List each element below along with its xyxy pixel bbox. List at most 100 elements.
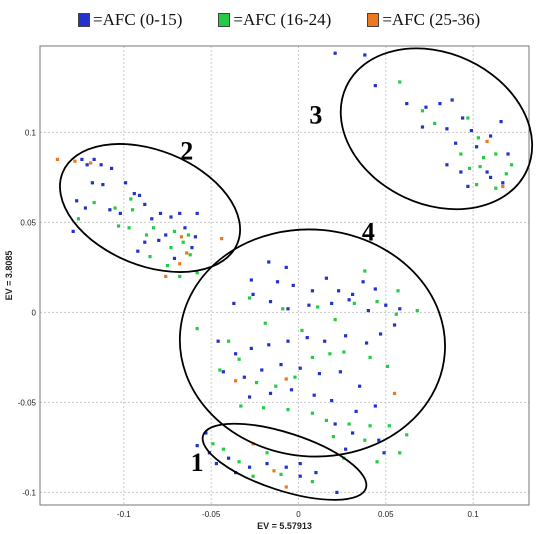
- data-point: [211, 442, 215, 446]
- legend-label: =AFC (16-24): [233, 10, 332, 29]
- data-point: [221, 370, 225, 374]
- data-point: [80, 157, 84, 161]
- data-point: [193, 235, 198, 239]
- data-point: [300, 328, 304, 332]
- data-point: [337, 289, 341, 293]
- data-point: [461, 116, 465, 120]
- data-point: [317, 372, 322, 376]
- data-point: [494, 186, 498, 190]
- data-point: [293, 375, 297, 379]
- data-point: [232, 301, 236, 305]
- data-point: [221, 447, 225, 451]
- legend-item-afc-0-15[interactable]: =AFC (0-15): [78, 10, 182, 30]
- data-point: [178, 262, 182, 266]
- data-point: [190, 246, 194, 250]
- data-point: [375, 300, 379, 304]
- data-point: [291, 283, 295, 287]
- data-point: [286, 307, 290, 311]
- data-point: [247, 395, 252, 399]
- data-point: [151, 226, 156, 230]
- data-point: [260, 368, 264, 372]
- data-point: [347, 422, 351, 426]
- data-point: [333, 318, 337, 322]
- data-point: [136, 249, 140, 253]
- data-point: [274, 384, 278, 388]
- data-point: [481, 156, 486, 160]
- data-point: [144, 233, 149, 237]
- data-point: [247, 465, 252, 469]
- data-point: [118, 211, 122, 215]
- data-point: [310, 355, 315, 359]
- data-point: [468, 166, 472, 170]
- data-point: [268, 300, 273, 304]
- data-point: [501, 181, 505, 185]
- legend-item-afc-16-24[interactable]: =AFC (16-24): [218, 10, 331, 30]
- data-point: [324, 276, 329, 280]
- data-point: [357, 384, 362, 388]
- data-point: [279, 363, 283, 367]
- data-point: [466, 116, 470, 120]
- data-point: [237, 357, 241, 361]
- data-point: [488, 134, 493, 138]
- data-point: [113, 206, 117, 210]
- data-point: [298, 462, 302, 466]
- data-point: [445, 163, 449, 167]
- data-point: [488, 175, 493, 179]
- tick-labels: -0.1 -0.05 0 0.05 0.1 -0.1 -0.05 0 0.05 0.1: [18, 128, 479, 519]
- legend-label: =AFC (0-15): [93, 10, 183, 29]
- data-point: [378, 332, 383, 336]
- data-point: [385, 364, 390, 368]
- data-point: [398, 80, 402, 84]
- data-point: [364, 341, 369, 345]
- data-point: [333, 422, 337, 426]
- y-tick-label: -0.05: [18, 398, 37, 407]
- data-point: [351, 431, 355, 435]
- data-point: [363, 269, 367, 273]
- data-point: [398, 307, 402, 311]
- data-point: [373, 84, 377, 88]
- cluster-label: 4: [362, 217, 375, 246]
- data-point: [368, 355, 372, 359]
- data-point: [312, 393, 316, 397]
- legend-item-afc-25-36[interactable]: =AFC (25-36): [367, 10, 480, 30]
- data-point: [394, 312, 398, 316]
- data-point: [344, 334, 348, 338]
- cluster-ellipse: [339, 47, 534, 211]
- data-point: [373, 287, 377, 291]
- data-point: [459, 170, 463, 174]
- data-point: [268, 391, 273, 395]
- data-point: [254, 381, 259, 385]
- data-points: [55, 51, 514, 494]
- data-point: [267, 343, 271, 347]
- data-point: [392, 391, 397, 395]
- data-point: [501, 184, 505, 188]
- data-point: [344, 447, 348, 451]
- data-point: [234, 352, 238, 356]
- data-point: [127, 226, 131, 230]
- data-point: [384, 303, 388, 307]
- x-tick-label: 0.1: [468, 510, 480, 519]
- data-point: [216, 339, 220, 343]
- data-point: [73, 159, 77, 163]
- data-point: [324, 418, 329, 422]
- data-point: [143, 202, 147, 206]
- data-point: [347, 298, 351, 302]
- data-point: [335, 490, 339, 494]
- data-point: [494, 152, 498, 156]
- data-point: [387, 424, 391, 428]
- data-point: [137, 193, 142, 197]
- data-point: [83, 206, 88, 210]
- data-point: [445, 127, 449, 131]
- data-point: [454, 141, 458, 145]
- y-tick-label: -0.1: [22, 488, 36, 497]
- data-point: [116, 224, 121, 228]
- data-point: [172, 229, 177, 233]
- data-point: [475, 145, 479, 149]
- data-point: [281, 307, 285, 311]
- data-point: [275, 280, 280, 284]
- cluster-ellipse: [59, 143, 241, 273]
- data-point: [239, 404, 243, 408]
- data-point: [164, 233, 168, 237]
- data-point: [338, 370, 342, 374]
- data-point: [286, 408, 290, 412]
